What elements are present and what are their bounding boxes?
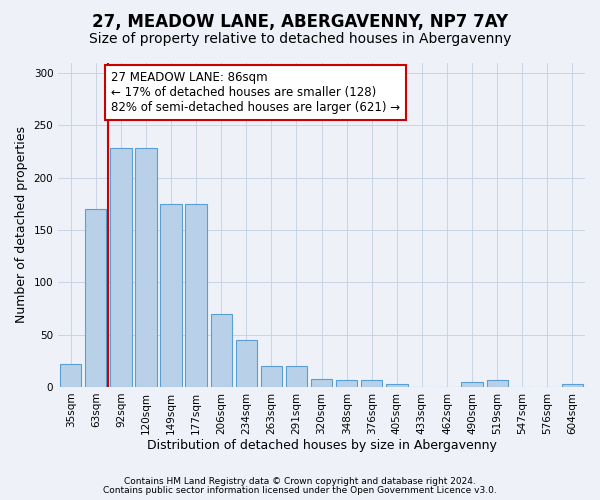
Text: Size of property relative to detached houses in Abergavenny: Size of property relative to detached ho… xyxy=(89,32,511,46)
Bar xyxy=(236,340,257,387)
Bar xyxy=(336,380,358,387)
Bar xyxy=(461,382,483,387)
Bar xyxy=(110,148,131,387)
Bar xyxy=(361,380,382,387)
Text: 27, MEADOW LANE, ABERGAVENNY, NP7 7AY: 27, MEADOW LANE, ABERGAVENNY, NP7 7AY xyxy=(92,12,508,30)
Bar xyxy=(211,314,232,387)
Y-axis label: Number of detached properties: Number of detached properties xyxy=(15,126,28,323)
Text: Contains public sector information licensed under the Open Government Licence v3: Contains public sector information licen… xyxy=(103,486,497,495)
Bar xyxy=(60,364,82,387)
Bar xyxy=(286,366,307,387)
Bar xyxy=(562,384,583,387)
Bar xyxy=(85,209,106,387)
Bar xyxy=(261,366,282,387)
Text: Contains HM Land Registry data © Crown copyright and database right 2024.: Contains HM Land Registry data © Crown c… xyxy=(124,477,476,486)
Bar xyxy=(487,380,508,387)
X-axis label: Distribution of detached houses by size in Abergavenny: Distribution of detached houses by size … xyxy=(146,440,497,452)
Bar xyxy=(386,384,407,387)
Bar xyxy=(160,204,182,387)
Bar xyxy=(136,148,157,387)
Text: 27 MEADOW LANE: 86sqm
← 17% of detached houses are smaller (128)
82% of semi-det: 27 MEADOW LANE: 86sqm ← 17% of detached … xyxy=(111,71,400,114)
Bar xyxy=(185,204,207,387)
Bar xyxy=(311,378,332,387)
